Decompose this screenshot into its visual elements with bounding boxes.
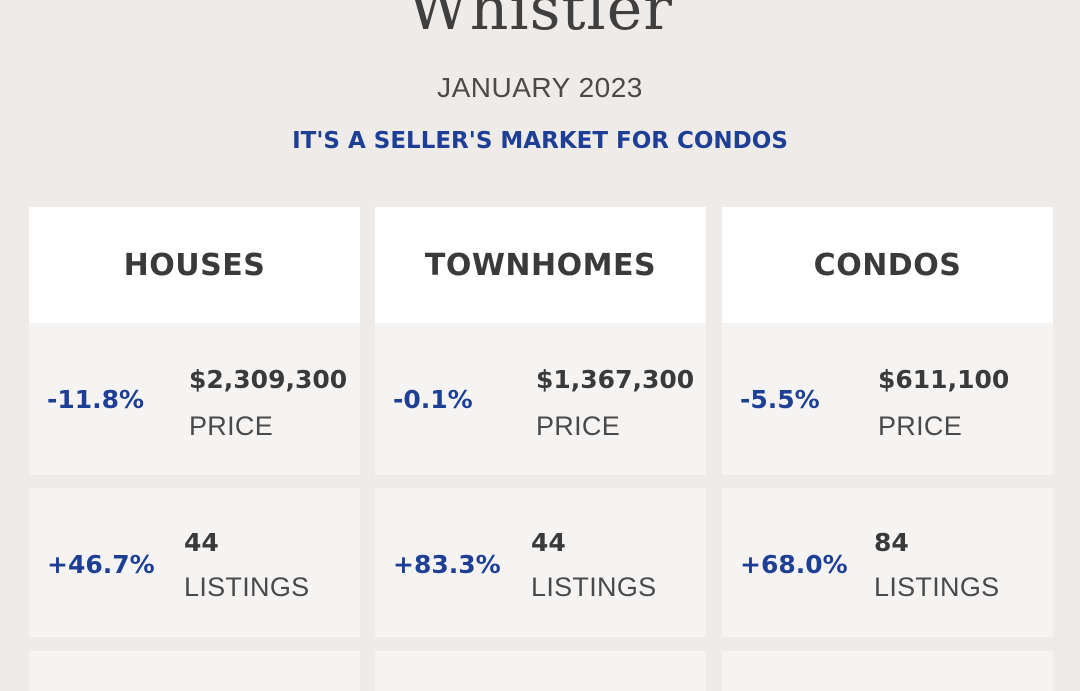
price-change: -11.8%: [47, 385, 145, 414]
column-townhomes: TOWNHOMES -0.1% $1,367,300 PRICE +83.3% …: [375, 207, 706, 691]
price-card: -11.8% $2,309,300 PRICE: [29, 323, 360, 475]
price-value: $611,100: [878, 365, 1010, 394]
next-card: [375, 651, 706, 691]
next-card: [29, 651, 360, 691]
listings-change: +83.3%: [393, 550, 501, 579]
price-label: PRICE: [189, 411, 274, 441]
column-condos: CONDOS -5.5% $611,100 PRICE +68.0% 84 LI…: [722, 207, 1053, 691]
listings-label: LISTINGS: [531, 572, 657, 602]
column-header: HOUSES: [29, 207, 360, 323]
listings-card: +68.0% 84 LISTINGS: [722, 488, 1053, 637]
listings-card: +83.3% 44 LISTINGS: [375, 488, 706, 637]
listings-value: 44: [184, 528, 219, 557]
price-card: -0.1% $1,367,300 PRICE: [375, 323, 706, 475]
price-value: $1,367,300: [536, 365, 695, 394]
column-header: CONDOS: [722, 207, 1053, 323]
listings-label: LISTINGS: [184, 572, 310, 602]
price-change: -5.5%: [740, 385, 820, 414]
listings-change: +68.0%: [740, 550, 848, 579]
report-date: JANUARY 2023: [437, 72, 643, 103]
price-label: PRICE: [536, 411, 621, 441]
price-value: $2,309,300: [189, 365, 348, 394]
listings-card: +46.7% 44 LISTINGS: [29, 488, 360, 637]
market-tagline: IT'S A SELLER'S MARKET FOR CONDOS: [292, 128, 788, 154]
price-label: PRICE: [878, 411, 963, 441]
listings-label: LISTINGS: [874, 572, 1000, 602]
page-title: Whistler: [407, 0, 673, 44]
listings-change: +46.7%: [47, 550, 155, 579]
column-houses: HOUSES -11.8% $2,309,300 PRICE +46.7% 44…: [29, 207, 360, 691]
price-change: -0.1%: [393, 385, 473, 414]
column-header: TOWNHOMES: [375, 207, 706, 323]
next-card: [722, 651, 1053, 691]
listings-value: 44: [531, 528, 566, 557]
price-card: -5.5% $611,100 PRICE: [722, 323, 1053, 475]
listings-value: 84: [874, 528, 909, 557]
